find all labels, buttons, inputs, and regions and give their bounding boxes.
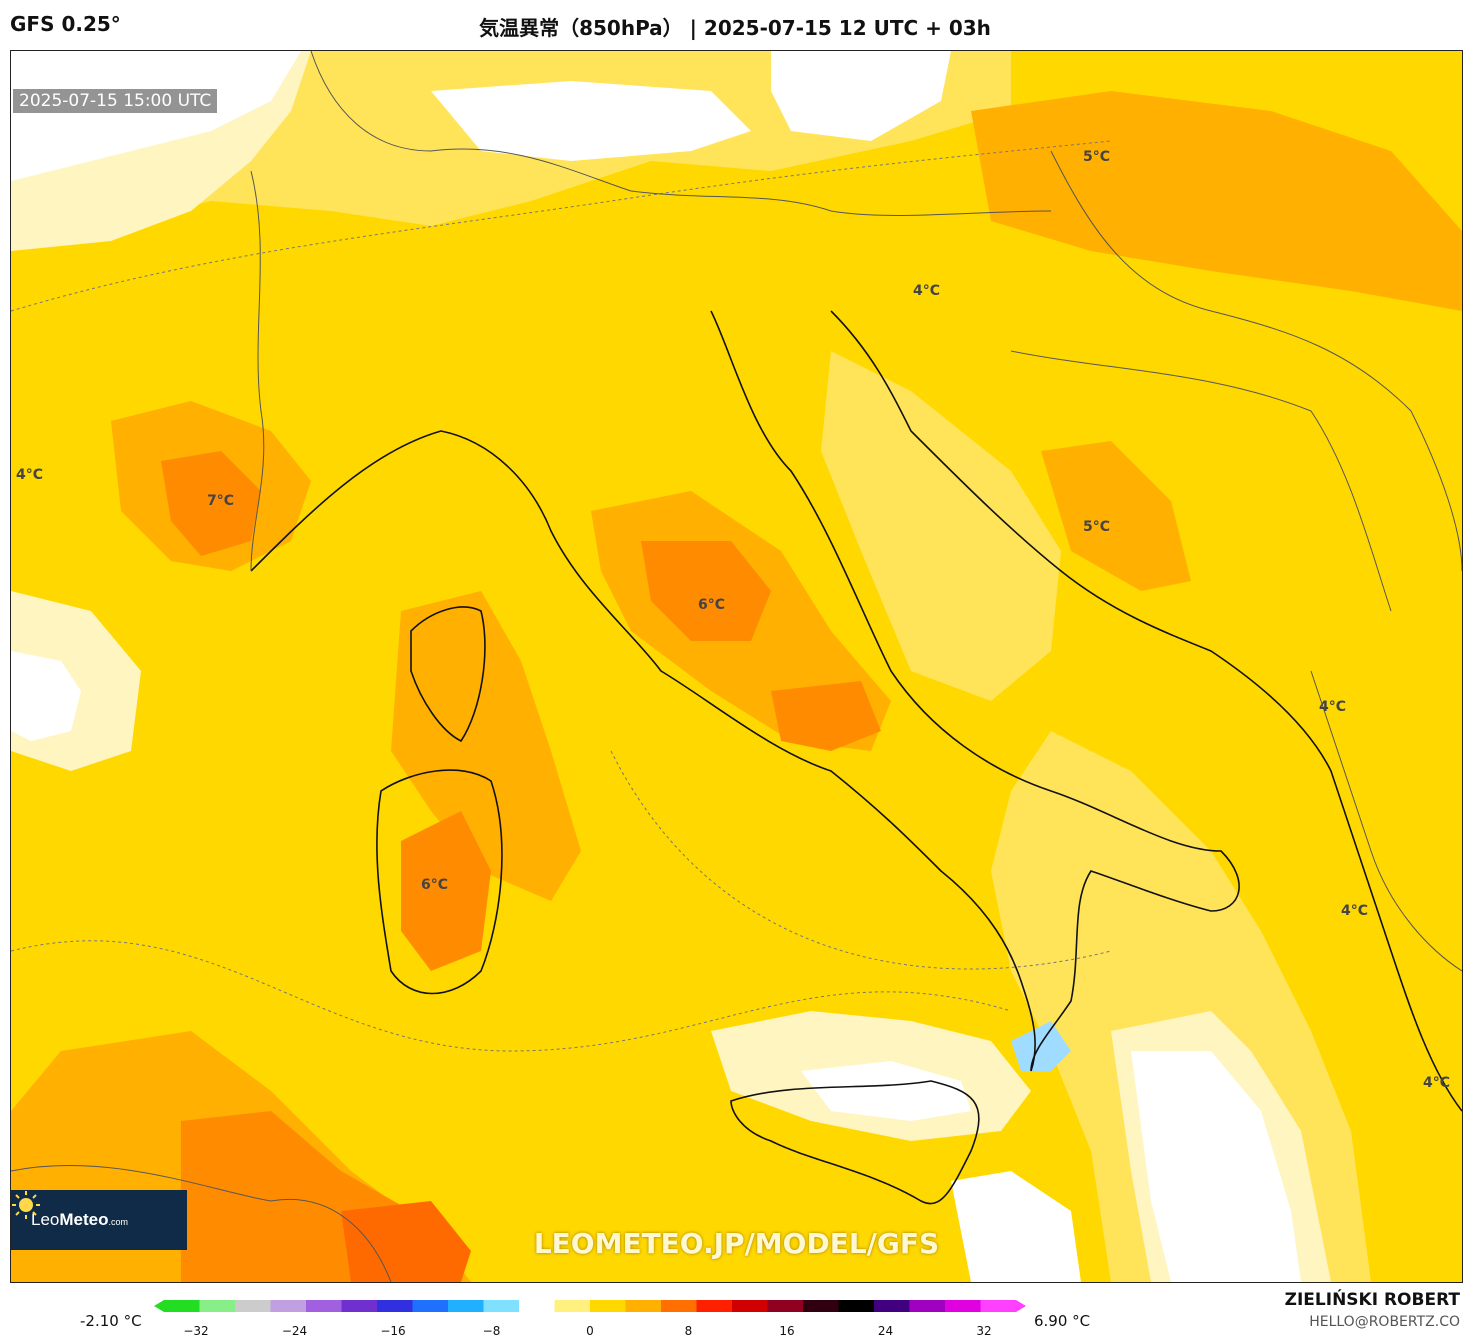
colorbar-tick-label: 0: [586, 1324, 594, 1338]
anomaly-map: [11, 51, 1462, 1282]
sicily-coast: [730, 1080, 980, 1205]
south-white-zone: [951, 1171, 1081, 1282]
sardinia-hot-zone: [401, 811, 491, 971]
colorbar-cell: [483, 1300, 520, 1312]
adriatic-light-zone: [821, 351, 1061, 701]
colorbar-tick-label: 32: [976, 1324, 992, 1338]
colorbar-cell: [945, 1300, 981, 1312]
sun-icon: [12, 1191, 40, 1219]
header: GFS 0.25° 気温異常（850hPa） | 2025-07-15 12 U…: [0, 0, 1470, 50]
valid-time-badge: 2025-07-15 15:00 UTC: [13, 89, 218, 113]
coastlines: [250, 310, 1462, 1205]
map-title: 気温異常（850hPa） | 2025-07-15 12 UTC + 03h: [479, 16, 991, 40]
west-white-zone: [11, 651, 81, 741]
colorbar-cell: [696, 1300, 733, 1312]
tunisia-deep-zone: [341, 1201, 471, 1282]
colorbar-cell: [590, 1300, 626, 1312]
colorbar-cell: [235, 1300, 271, 1312]
map-frame: 2025-07-15 15:00 UTC 5°C 4°C 4°C 7°C 5°C…: [10, 50, 1463, 1283]
site-watermark: LEOMETEO.JP/MODEL/GFS: [533, 1227, 940, 1260]
colorbar: [154, 1300, 1026, 1312]
colorbar-cell: [270, 1300, 307, 1312]
colorbar-min-value: -2.10 °C: [80, 1312, 142, 1330]
colorbar-cell: [803, 1300, 839, 1312]
balkan-coast: [830, 310, 1462, 1112]
temperature-label: 4°C: [1423, 1075, 1451, 1091]
colorbar-cell: [838, 1300, 875, 1312]
colorbar-cell: [767, 1300, 804, 1312]
footer: -2.10 °C −32 −24 −16 −8 0 8 16 24 32 6.90 °C ZIE…: [0, 1284, 1470, 1339]
corsica-coast: [410, 606, 486, 743]
colorbar-cell: [377, 1300, 413, 1312]
cold-spot: [1011, 1021, 1071, 1071]
colorbar-cell: [164, 1300, 200, 1312]
temperature-label: 4°C: [913, 283, 941, 299]
colorbar-cell: [306, 1300, 342, 1312]
colorbar-tick-label: 16: [779, 1324, 795, 1338]
italy-west-coast: [250, 430, 1036, 1072]
model-name: GFS 0.25°: [10, 12, 121, 36]
colorbar-cell: [519, 1300, 555, 1312]
colorbar-right-arrow: [1016, 1300, 1026, 1312]
colorbar-cells: [164, 1300, 1017, 1312]
colorbar-tick-label: 8: [684, 1324, 693, 1338]
temperature-label: 4°C: [1319, 699, 1347, 715]
apennine-hot-zone: [641, 541, 771, 641]
campania-hot-zone: [771, 681, 881, 751]
colorbar-left-arrow: [154, 1300, 164, 1312]
colorbar-cell: [980, 1300, 1017, 1312]
logo-text: LeoMeteo.com: [31, 1210, 129, 1229]
colorbar-cell: [661, 1300, 697, 1312]
sardinia-coast: [376, 769, 503, 995]
colorbar-max-value: 6.90 °C: [1034, 1312, 1091, 1330]
alps-white-zone: [11, 51, 301, 181]
colorbar-tick-label: −16: [380, 1324, 406, 1338]
contours: [11, 140, 1112, 1052]
colorbar-cell: [412, 1300, 449, 1312]
temperature-label: 7°C: [207, 493, 235, 509]
sardinia-orange-zone: [391, 591, 581, 901]
borders: [11, 51, 1462, 1282]
author-name: ZIELIŃSKI ROBERT: [1284, 1290, 1460, 1310]
ionian-white-zone: [1131, 1051, 1301, 1282]
colorbar-cell: [874, 1300, 910, 1312]
colorbar-cell: [448, 1300, 484, 1312]
leometeo-logo: LeoMeteo.com: [11, 1190, 187, 1250]
temperature-label: 4°C: [1341, 903, 1369, 919]
author-email: HELLO@ROBERTZ.CO: [1309, 1314, 1460, 1330]
temperature-label: 5°C: [1083, 519, 1111, 535]
colorbar-cell: [341, 1300, 378, 1312]
temperature-label: 4°C: [16, 467, 44, 483]
colorbar-cell: [732, 1300, 768, 1312]
colorbar-tick-label: 24: [877, 1324, 894, 1338]
dalmatia-orange-zone: [1041, 441, 1191, 591]
colorbar-tick-label: −8: [482, 1324, 501, 1338]
colorbar-cell: [554, 1300, 591, 1312]
north-east-orange-zone: [971, 91, 1462, 311]
austria-white-zone: [771, 51, 951, 141]
swiss-white-zone: [431, 81, 751, 161]
temperature-label: 6°C: [698, 597, 726, 613]
italy-east-coast: [710, 310, 1240, 1072]
temperature-label: 5°C: [1083, 149, 1111, 165]
colorbar-cell: [909, 1300, 946, 1312]
colorbar-cell: [199, 1300, 236, 1312]
colorbar-cell: [625, 1300, 662, 1312]
sicily-white-zone: [801, 1061, 971, 1121]
colorbar-tick-label: −32: [183, 1324, 209, 1338]
temperature-label: 6°C: [421, 877, 449, 893]
provence-hot-zone: [161, 451, 261, 556]
colorbar-tick-label: −24: [281, 1324, 308, 1338]
